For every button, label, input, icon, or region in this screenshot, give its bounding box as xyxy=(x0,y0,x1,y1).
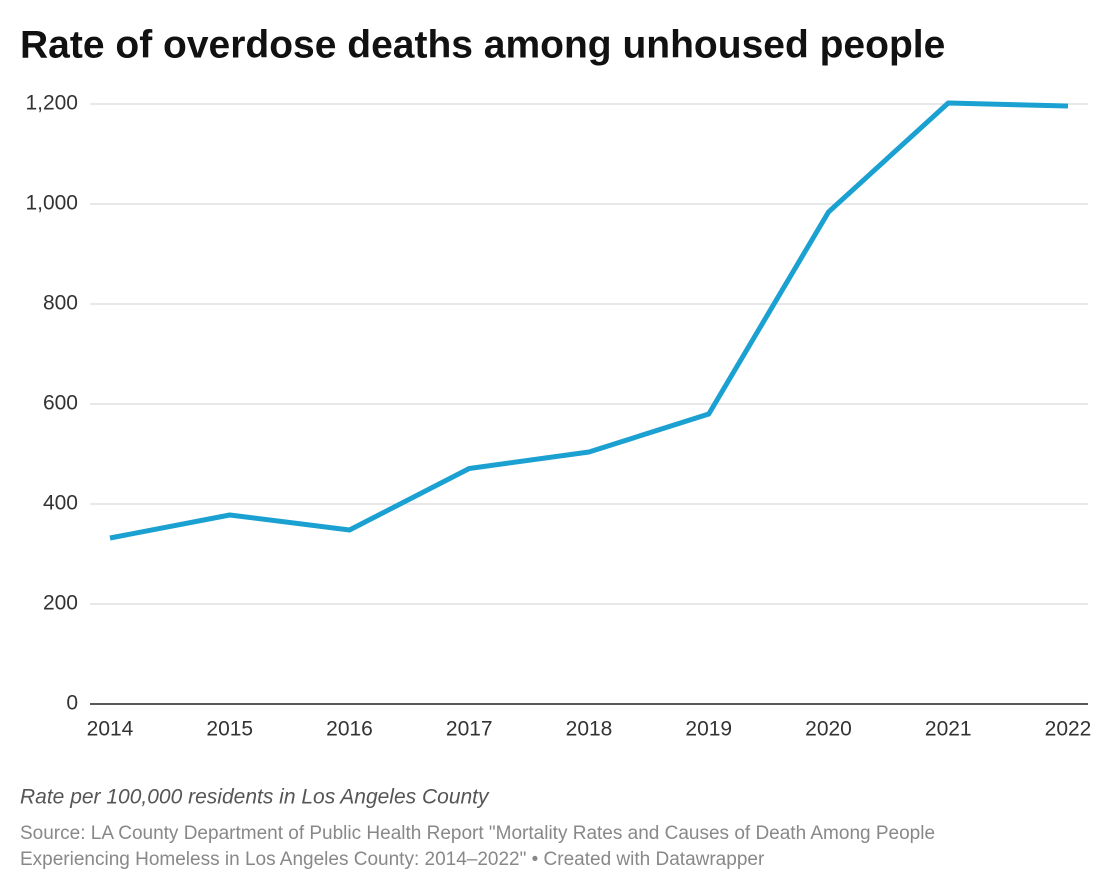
chart-title: Rate of overdose deaths among unhoused p… xyxy=(20,23,945,66)
x-tick-label: 2015 xyxy=(206,718,253,741)
y-tick-label: 1,200 xyxy=(25,92,78,115)
x-tick-label: 2019 xyxy=(685,718,732,741)
y-tick-label: 1,000 xyxy=(25,192,78,215)
x-tick-label: 2016 xyxy=(326,718,373,741)
x-tick-label: 2020 xyxy=(805,718,852,741)
chart-note: Rate per 100,000 residents in Los Angele… xyxy=(20,786,490,809)
x-tick-label: 2017 xyxy=(446,718,493,741)
x-tick-label: 2018 xyxy=(566,718,613,741)
x-tick-label: 2014 xyxy=(87,718,134,741)
source: Source: LA County Department of Public H… xyxy=(20,823,935,844)
x-tick-label: 2022 xyxy=(1045,718,1092,741)
y-tick-label: 200 xyxy=(43,592,78,615)
source: Experiencing Homeless in Los Angeles Cou… xyxy=(20,849,765,870)
y-tick-label: 600 xyxy=(43,392,78,415)
data-line xyxy=(109,100,1069,541)
y-tick-label: 400 xyxy=(43,492,78,515)
y-tick-label: 0 xyxy=(66,692,78,715)
y-tick-label: 800 xyxy=(43,292,78,315)
x-tick-label: 2021 xyxy=(925,718,972,741)
